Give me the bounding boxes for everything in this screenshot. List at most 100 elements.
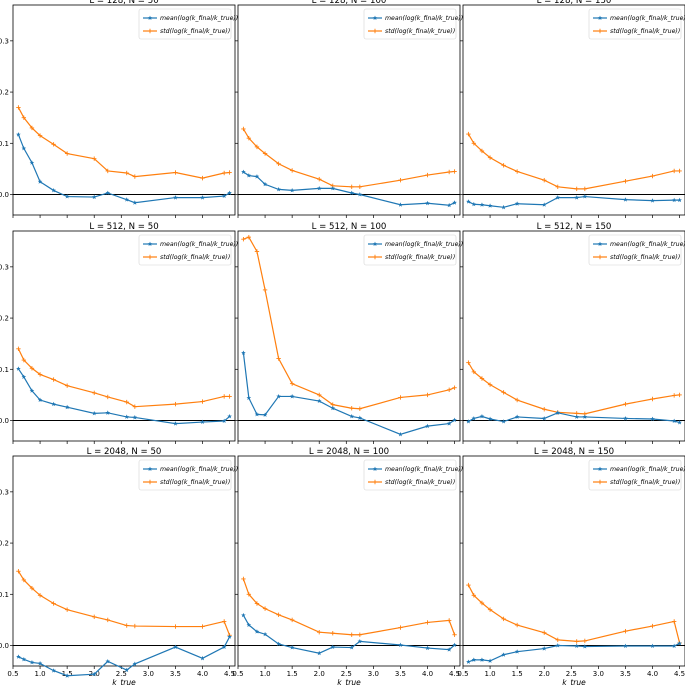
x-tick-label: 3.0: [143, 670, 154, 678]
std-point: [349, 406, 354, 411]
std-point: [21, 577, 27, 583]
std-point: [349, 184, 354, 190]
std-point: [124, 623, 129, 628]
std-point: [132, 174, 138, 179]
panel-title: L = 512, N = 100: [312, 222, 387, 232]
std-point: [227, 394, 232, 399]
panel-7: L = 2048, N = 500.00.10.20.30.51.01.52.0…: [0, 447, 238, 685]
y-tick-label: 0.2: [0, 315, 9, 323]
std-point: [479, 376, 485, 381]
x-tick-label: 1.0: [260, 670, 271, 678]
legend-mean-label: mean(log(k_final/k_true)): [160, 14, 238, 22]
legend-mean-label: mean(log(k_final/k_true)): [610, 465, 685, 473]
std-point: [317, 629, 322, 635]
std-point: [398, 625, 403, 630]
x-tick-label: 0.5: [7, 670, 18, 678]
std-series-line: [242, 128, 455, 188]
std-point: [466, 131, 471, 137]
legend-std-label: std(log(k_final/k_true)): [160, 253, 230, 261]
std-point: [37, 133, 43, 138]
std-series-line: [467, 362, 680, 415]
std-point: [623, 178, 628, 184]
std-point: [51, 377, 56, 382]
std-point: [254, 601, 260, 606]
x-tick-label: 3.5: [620, 670, 631, 678]
std-point: [671, 168, 677, 174]
std-point: [650, 623, 655, 629]
panel-title: L = 2048, N = 150: [534, 447, 614, 457]
std-point: [124, 399, 129, 405]
x-tick-label: 1.0: [35, 670, 46, 678]
panel-title: L = 512, N = 50: [89, 222, 158, 232]
std-point: [16, 105, 21, 110]
std-point: [466, 360, 471, 365]
std-point: [289, 617, 295, 623]
y-tick-label: 0.2: [0, 540, 9, 548]
x-tick-label: 2.0: [539, 670, 550, 678]
std-point: [555, 184, 560, 190]
legend: mean(log(k_final/k_true)) std(log(k_final…: [363, 459, 463, 491]
std-point: [37, 593, 43, 598]
panel-frame: [462, 4, 685, 216]
std-point: [487, 382, 493, 387]
std-point: [623, 401, 628, 407]
std-point: [173, 624, 178, 629]
x-tick-label: 2.5: [116, 670, 127, 678]
std-point: [37, 372, 43, 377]
x-tick-label: 3.0: [368, 670, 379, 678]
y-tick-label: 0.1: [0, 366, 9, 374]
std-series-line: [17, 348, 230, 408]
panel-1: L = 128, N = 50 0.0 0.1 0.2 0.3 mean(log(k_fi…: [0, 0, 238, 218]
std-point: [501, 616, 506, 622]
y-tick-label: 0.3: [0, 37, 9, 45]
std-point: [555, 637, 560, 643]
x-tick-label: 4.0: [197, 670, 208, 678]
x-tick-label: 1.5: [287, 670, 298, 678]
x-tick-label: 2.5: [566, 670, 577, 678]
std-point: [471, 593, 477, 598]
std-point: [317, 176, 322, 182]
panel-5: L = 512, N = 100 mean(log(k_final/k_true)…: [235, 222, 463, 444]
panel-3: L = 128, N = 150 mean(log(k_final/k_true)…: [460, 0, 685, 218]
x-axis-label: k_true: [337, 678, 361, 685]
std-point: [105, 168, 110, 174]
std-point: [246, 592, 252, 597]
std-point: [105, 617, 110, 623]
std-point: [623, 628, 628, 634]
panel-8: L = 2048, N = 100 0.5 1.0 1.5 2.0 2.5 3.0 3.5 4.…: [232, 447, 463, 685]
legend-std-label: std(log(k_final/k_true)): [160, 478, 230, 486]
x-tick-label: 0.5: [457, 670, 468, 678]
std-point: [221, 170, 227, 176]
panel-frame: [462, 455, 685, 667]
x-tick-label: 3.5: [170, 670, 181, 678]
mean-point: [21, 146, 27, 151]
std-point: [289, 381, 295, 386]
std-point: [501, 390, 506, 395]
x-tick-label: 1.0: [485, 670, 496, 678]
legend: mean(log(k_final/k_true)) std(log(k_final…: [138, 234, 238, 266]
legend-std-label: std(log(k_final/k_true)): [610, 253, 680, 261]
std-point: [21, 115, 27, 120]
y-tick-label: 0.3: [0, 488, 9, 496]
std-point: [92, 390, 97, 396]
x-axis-label: k_true: [562, 678, 586, 685]
panel-title: L = 512, N = 150: [537, 222, 612, 232]
std-point: [446, 618, 452, 623]
std-point: [501, 163, 506, 168]
legend-std-label: std(log(k_final/k_true)): [385, 478, 455, 486]
std-point: [132, 623, 138, 629]
std-point: [479, 600, 485, 606]
legend: mean(log(k_final/k_true)) std(log(k_final…: [588, 234, 685, 266]
mean-point: [241, 612, 246, 618]
legend-mean-label: mean(log(k_final/k_true)): [385, 240, 463, 248]
std-point: [262, 287, 268, 293]
std-point: [650, 173, 655, 179]
legend-mean-label: mean(log(k_final/k_true)): [385, 14, 463, 22]
y-tick-label: 0.2: [0, 89, 9, 97]
mean-series-line: [242, 614, 455, 654]
std-point: [452, 169, 457, 174]
std-point: [452, 632, 457, 637]
std-point: [51, 601, 56, 606]
y-tick-label: 0.3: [0, 263, 9, 271]
std-series-line: [467, 584, 681, 644]
